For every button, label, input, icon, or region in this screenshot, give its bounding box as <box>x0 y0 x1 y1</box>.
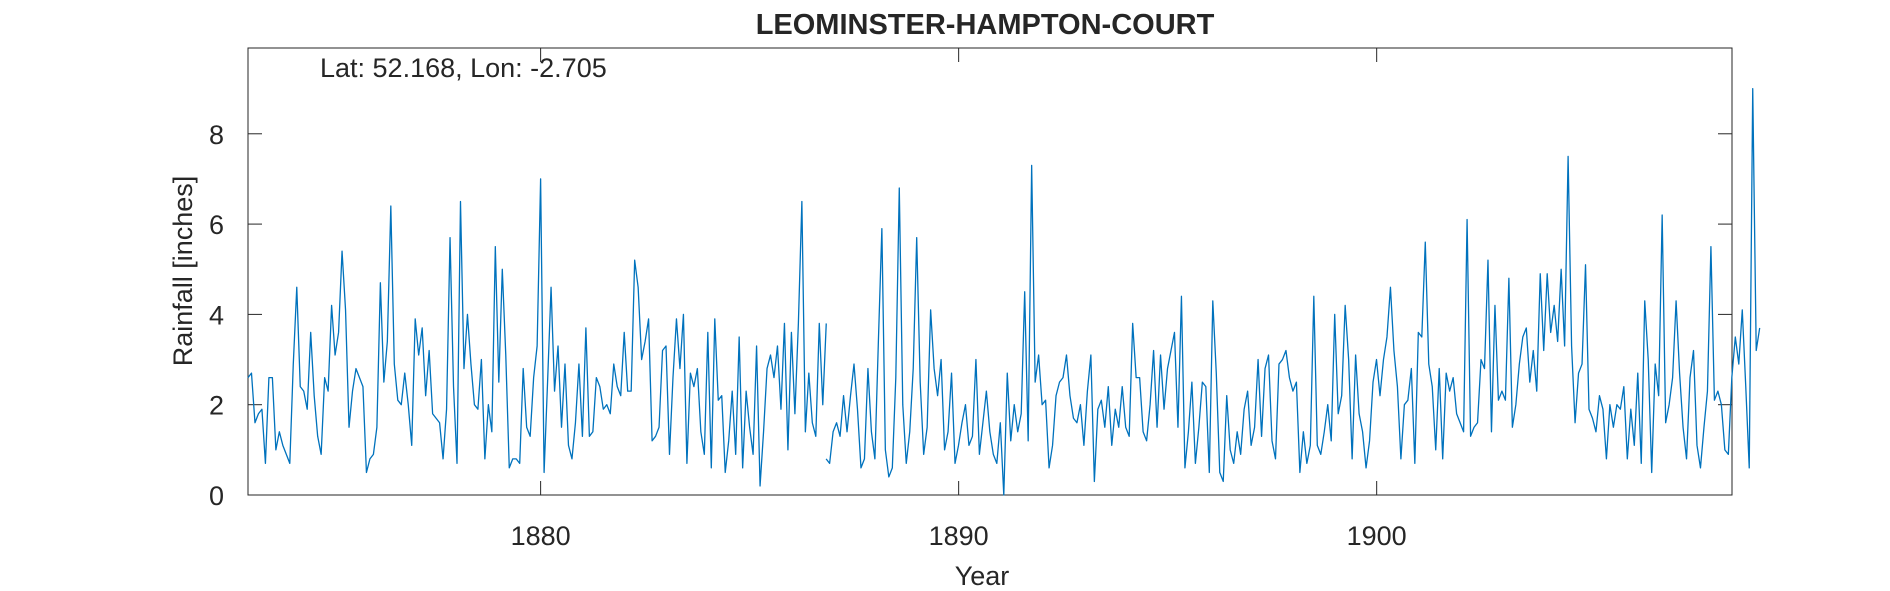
x-tick-label: 1880 <box>511 521 571 551</box>
x-tick-label: 1900 <box>1347 521 1407 551</box>
station-coordinates-annotation: Lat: 52.168, Lon: -2.705 <box>320 53 607 83</box>
y-tick-label: 2 <box>209 391 224 421</box>
rainfall-series-line <box>825 87 1761 496</box>
y-tick-label: 0 <box>209 481 224 511</box>
series-rainfall <box>247 87 1761 496</box>
y-tick-label: 4 <box>209 300 224 330</box>
x-axis: 1880 1890 1900 <box>511 48 1407 551</box>
chart-title: LEOMINSTER-HAMPTON-COURT <box>756 9 1215 41</box>
y-axis-label: Rainfall [inches] <box>168 176 198 367</box>
y-tick-label: 8 <box>209 120 224 150</box>
y-axis: 0 2 4 6 8 <box>209 120 1732 511</box>
x-tick-label: 1890 <box>929 521 989 551</box>
rainfall-series-line <box>247 178 827 487</box>
x-axis-label: Year <box>955 561 1010 591</box>
y-tick-label: 6 <box>209 210 224 240</box>
